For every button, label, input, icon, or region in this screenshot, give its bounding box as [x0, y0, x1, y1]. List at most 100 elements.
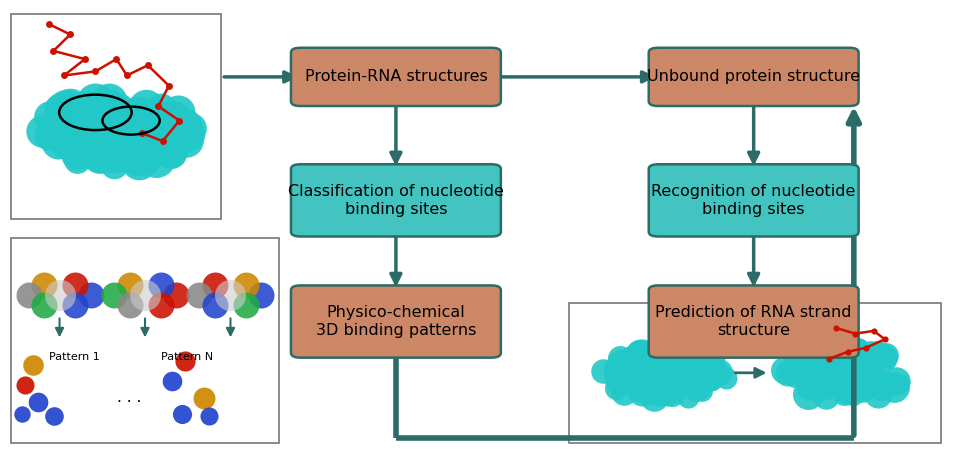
Point — [102, 132, 117, 140]
Point — [83, 291, 98, 299]
FancyBboxPatch shape — [291, 48, 500, 106]
Point — [663, 391, 679, 398]
Point — [119, 138, 134, 145]
Point — [676, 364, 691, 372]
Point — [663, 370, 679, 377]
Point — [155, 110, 171, 117]
Point — [111, 130, 126, 138]
Point — [132, 159, 147, 166]
Point — [653, 368, 668, 375]
Point — [687, 359, 702, 366]
Point — [84, 105, 99, 113]
Point — [671, 367, 686, 375]
Point — [846, 359, 862, 367]
Point — [641, 364, 657, 371]
Point — [659, 368, 674, 376]
Point — [682, 370, 698, 378]
Point — [842, 359, 858, 366]
Point — [89, 130, 104, 137]
Point — [694, 367, 709, 375]
Point — [132, 132, 147, 140]
Point — [785, 374, 801, 382]
Point — [804, 370, 820, 378]
Point — [107, 151, 122, 158]
Point — [179, 130, 194, 138]
Point — [98, 131, 113, 138]
Point — [816, 370, 831, 377]
Point — [74, 131, 90, 138]
Bar — [568, 303, 940, 443]
Point — [154, 137, 170, 145]
Point — [666, 369, 681, 377]
Point — [862, 349, 877, 356]
Point — [672, 371, 687, 378]
Point — [141, 156, 156, 163]
Point — [174, 410, 190, 418]
Point — [858, 344, 873, 351]
Point — [115, 124, 131, 132]
Point — [91, 128, 107, 136]
Point — [178, 119, 193, 127]
Point — [823, 356, 839, 363]
Point — [634, 348, 649, 356]
Point — [839, 369, 854, 376]
Point — [831, 381, 846, 388]
Point — [71, 143, 86, 151]
Point — [113, 126, 129, 133]
Point — [656, 361, 671, 368]
Point — [836, 382, 851, 390]
Point — [845, 391, 861, 398]
Point — [83, 116, 98, 123]
Point — [676, 363, 691, 370]
Point — [176, 121, 192, 129]
Point — [659, 374, 675, 381]
Point — [669, 369, 684, 376]
Point — [101, 106, 116, 113]
Point — [106, 130, 121, 138]
Point — [640, 358, 656, 366]
Point — [167, 112, 182, 119]
Point — [847, 350, 862, 358]
Point — [85, 135, 100, 142]
Point — [145, 131, 160, 138]
Point — [130, 160, 145, 167]
Point — [112, 136, 127, 143]
Point — [109, 128, 124, 136]
Point — [128, 128, 143, 135]
Point — [794, 360, 809, 367]
Point — [659, 348, 675, 355]
Point — [102, 131, 117, 138]
Point — [821, 355, 836, 363]
Point — [635, 374, 650, 382]
Point — [62, 133, 77, 141]
Point — [829, 360, 844, 367]
Point — [123, 148, 138, 156]
Point — [608, 384, 623, 392]
Point — [101, 130, 116, 138]
Point — [92, 148, 108, 155]
Point — [83, 118, 98, 125]
Point — [684, 374, 700, 381]
Point — [135, 113, 151, 120]
Point — [842, 370, 858, 377]
Point — [86, 106, 101, 114]
Point — [688, 377, 703, 384]
Point — [703, 379, 719, 386]
Point — [843, 373, 859, 380]
Point — [94, 125, 110, 133]
Point — [91, 122, 107, 130]
Point — [805, 373, 821, 381]
Point — [849, 365, 864, 372]
Point — [161, 82, 176, 89]
Point — [861, 368, 876, 375]
Text: Protein-RNA structures: Protein-RNA structures — [304, 69, 487, 84]
Point — [51, 291, 67, 299]
Point — [55, 114, 71, 122]
Point — [663, 366, 679, 374]
Point — [102, 144, 117, 151]
Point — [829, 370, 844, 377]
Point — [115, 119, 131, 127]
Point — [813, 373, 828, 380]
Point — [253, 291, 269, 299]
Point — [813, 367, 828, 375]
